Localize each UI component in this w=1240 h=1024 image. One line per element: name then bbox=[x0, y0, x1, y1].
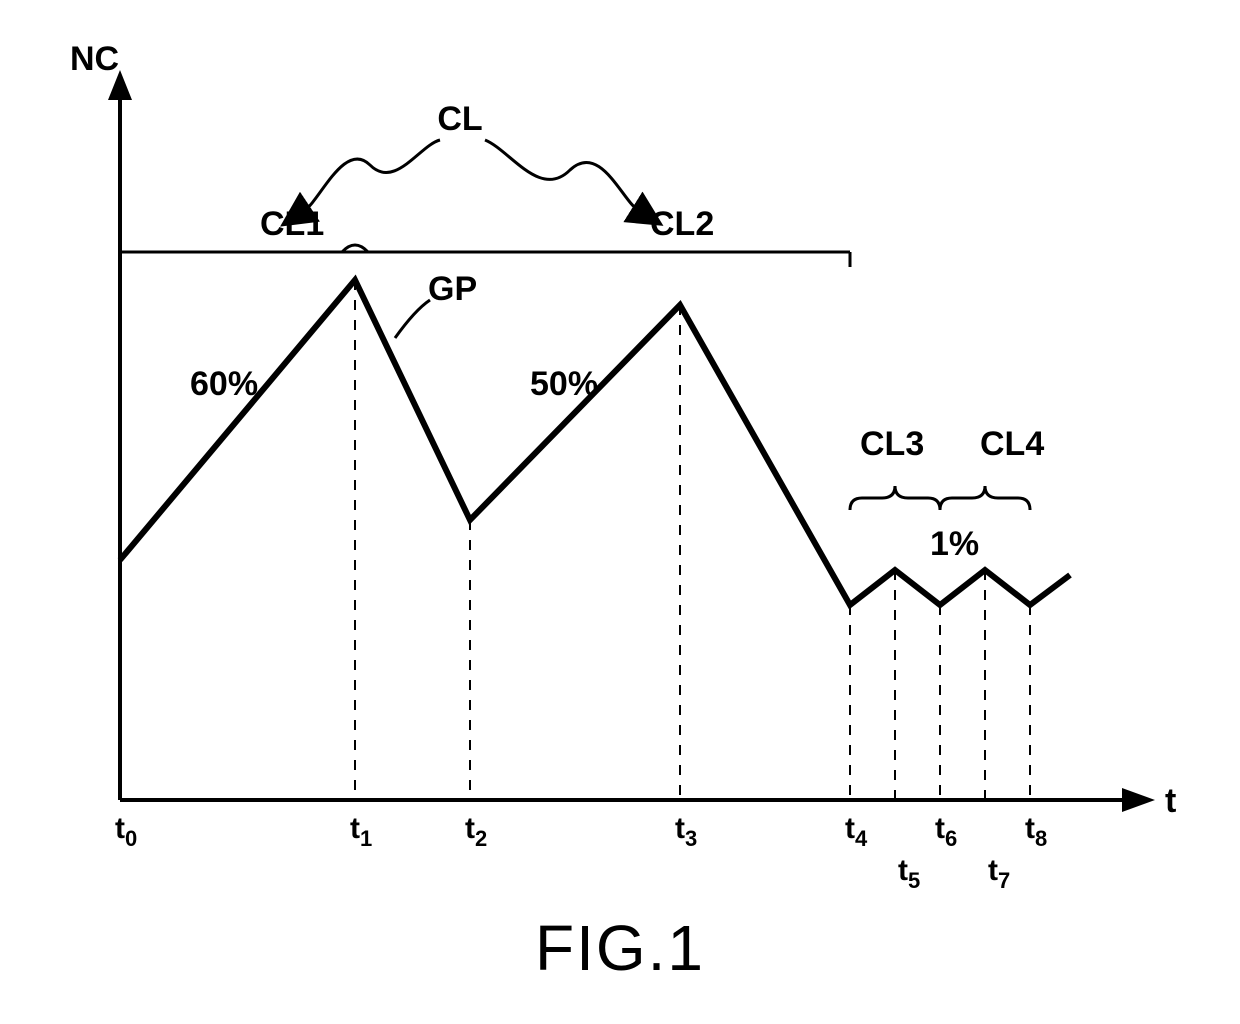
cl-arrow-right bbox=[485, 140, 638, 210]
x-axis-arrow bbox=[1122, 788, 1155, 812]
gp-pointer bbox=[395, 300, 430, 338]
cl-range-bar bbox=[120, 245, 850, 267]
cl34-range-bar bbox=[850, 486, 1030, 510]
segment-label-1: 50% bbox=[530, 365, 598, 403]
tick-label-t3: t3 bbox=[675, 812, 697, 851]
y-axis-label: NC bbox=[70, 40, 119, 78]
gp-curve bbox=[120, 280, 1070, 605]
segment-label-0: 60% bbox=[190, 365, 258, 403]
cl3-label: CL3 bbox=[860, 425, 924, 463]
figure-label: FIG.1 bbox=[535, 912, 705, 984]
tick-label-t2: t2 bbox=[465, 812, 487, 851]
cl1-label: CL1 bbox=[260, 205, 324, 243]
tick-label-t6: t6 bbox=[935, 812, 957, 851]
tick-label-t8: t8 bbox=[1025, 812, 1047, 851]
gp-label: GP bbox=[428, 270, 477, 308]
cl-arrow-left bbox=[305, 140, 440, 210]
tick-label-t5: t5 bbox=[898, 854, 920, 893]
tick-label-t0: t0 bbox=[115, 812, 137, 851]
cl4-label: CL4 bbox=[980, 425, 1044, 463]
tick-label-t4: t4 bbox=[845, 812, 868, 851]
x-axis-label: t bbox=[1165, 782, 1176, 820]
cl2-label: CL2 bbox=[650, 205, 714, 243]
tick-label-t7: t7 bbox=[988, 854, 1010, 893]
cl-label: CL bbox=[437, 100, 482, 138]
tick-label-t1: t1 bbox=[350, 812, 372, 851]
segment-label-2: 1% bbox=[930, 525, 979, 563]
